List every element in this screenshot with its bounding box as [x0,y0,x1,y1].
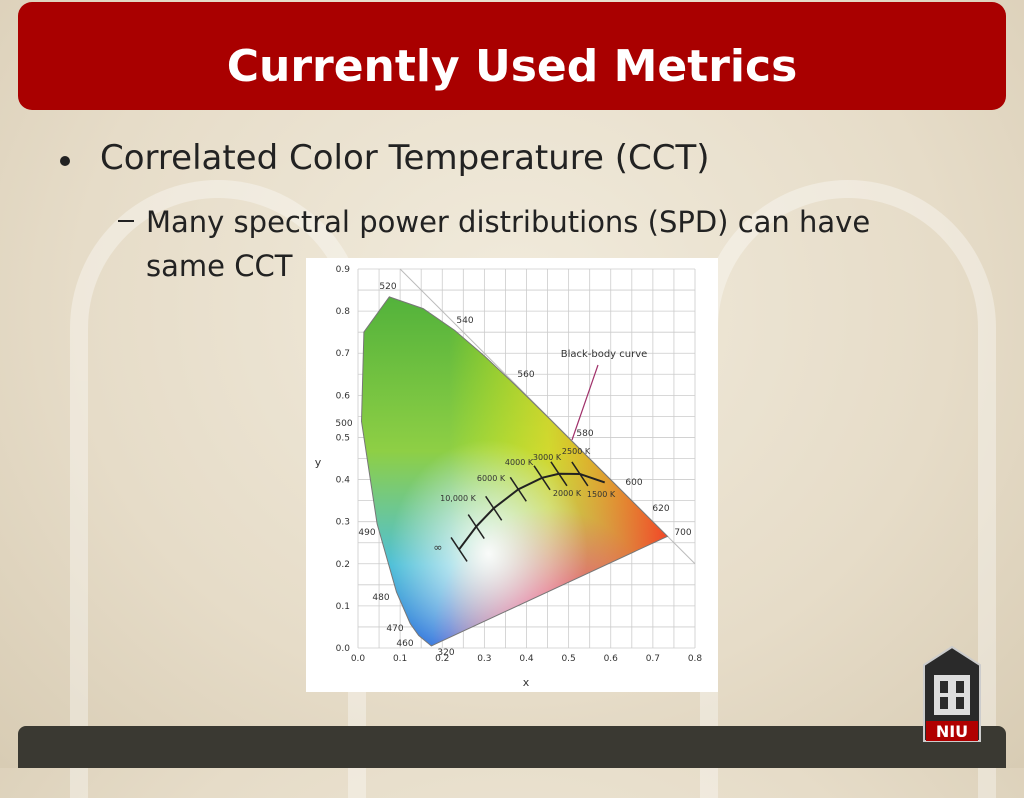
sub-bullet-marker [118,220,134,222]
figure-label: 470 [386,624,403,634]
isotherm [571,461,589,487]
isotherm [550,461,568,487]
figure-label: 700 [674,528,691,538]
figure-label: 560 [517,370,534,380]
figure-label: 0.2 [336,560,350,570]
black-body-curve [458,472,606,551]
figure-label: ∞ [433,541,442,554]
figure-label: 320 [437,648,454,658]
figure-label: 0.1 [393,654,407,664]
figure-label: 0.7 [336,349,350,359]
figure-label: 0.0 [336,644,351,654]
figure-label: 500 [335,419,352,429]
figure-label: 0.3 [477,654,491,664]
figure-label: 2000 K [553,489,582,498]
cie-diagram: 0.0 0.1 0.2 0.3 0.4 0.5 0.6 0.7 0.8 0.0 0.1 0.2 0.3 0… [306,258,718,692]
figure-label: 490 [358,528,375,538]
figure-label: 6000 K [477,474,506,483]
figure-label: 4000 K [505,458,534,467]
figure-label: 0.8 [336,307,351,317]
figure-label: 0.6 [604,654,619,664]
isotherm [467,514,485,539]
figure-label: 10,000 K [440,494,477,503]
bullet-marker [60,156,70,166]
figure-label: 520 [379,282,396,292]
figure-label: 620 [652,504,669,514]
figure-label: 460 [396,639,413,649]
isotherm [509,476,527,502]
figure-label: 540 [456,316,473,326]
sub-bullet: Many spectral power distributions (SPD) … [146,205,871,283]
figure-label: 580 [576,429,593,439]
figure-label: 480 [372,593,389,603]
figure-label: 0.4 [519,654,534,664]
isotherm [533,465,551,491]
figure-label: 0.3 [336,518,350,528]
spectral-locus [360,296,669,647]
figure-label: 0.6 [336,391,351,401]
figure-label: 0.8 [688,654,703,664]
isotherm [450,537,468,562]
figure-label: 0.2 [435,654,449,664]
figure-label: 0.9 [336,265,351,275]
figure-label: 0.7 [646,654,660,664]
logo: NIU [923,645,981,742]
title: Currently Used Metrics [18,2,1006,110]
figure-label: 0.5 [336,433,350,443]
logo-text: NIU [936,722,968,741]
figure-label: 0.0 [351,654,366,664]
figure-label: 600 [625,478,642,488]
figure-label: Black-body curve [561,349,648,360]
figure-label: 2500 K [562,447,591,456]
pointer [571,364,599,441]
figure-label: 1500 K [587,490,616,499]
figure-label: x [523,676,530,689]
figure-label: 0.5 [561,654,575,664]
bullet: Correlated Color Temperature (CCT) [100,138,710,178]
isotherm [485,495,503,521]
figure-label: 3000 K [533,453,562,462]
figure-label: 0.4 [336,476,351,486]
figure-label: 0.1 [336,602,350,612]
footer-bar [18,726,1006,768]
figure-label: y [315,456,322,469]
